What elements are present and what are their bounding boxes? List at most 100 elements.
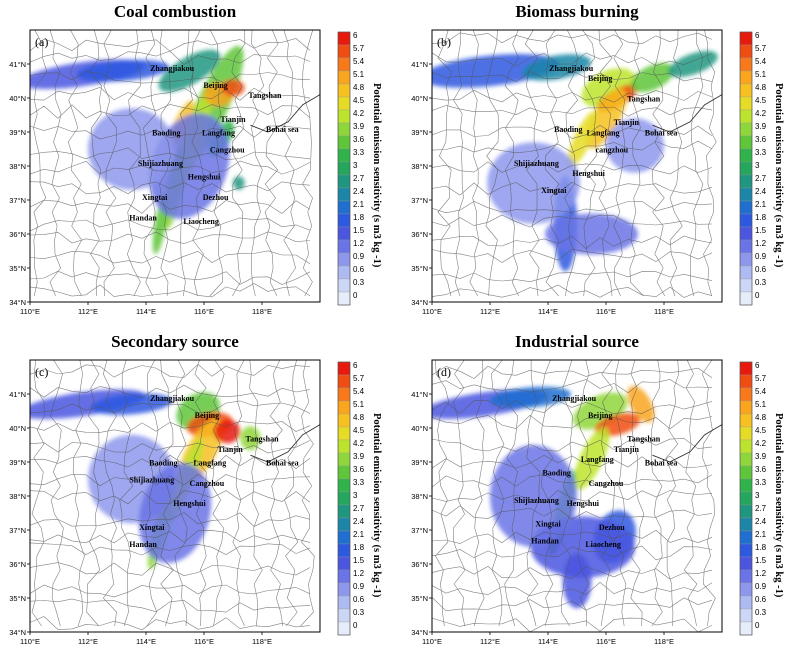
emission-plume xyxy=(573,427,610,490)
city-label: Tangshan xyxy=(627,94,661,103)
city-label: Baoding xyxy=(149,458,177,467)
boundary-line xyxy=(86,360,101,627)
boundary-line xyxy=(485,30,499,297)
city-label: Beijing xyxy=(588,411,612,420)
city-label: Handan xyxy=(129,213,157,222)
boundary-line xyxy=(432,32,713,45)
colorbar-swatch xyxy=(739,252,753,267)
colorbar-swatch xyxy=(739,504,753,519)
boundary-line xyxy=(526,360,541,627)
colorbar-tick-label: 3.9 xyxy=(353,122,365,131)
y-tick-label: 34°N xyxy=(9,628,26,637)
colorbar-tick-label: 0 xyxy=(353,621,358,630)
boundary-line xyxy=(102,360,117,627)
y-tick-label: 37°N xyxy=(411,526,428,535)
colorbar-tick-label: 1.8 xyxy=(353,543,365,552)
colorbar-tick-label: 2.1 xyxy=(755,200,767,209)
panel-title: Biomass burning xyxy=(515,2,639,21)
city-label: Langfang xyxy=(202,128,235,137)
colorbar-tick-label: 0.3 xyxy=(755,278,767,287)
colorbar-swatch xyxy=(739,291,753,306)
colorbar-swatch xyxy=(337,83,351,98)
boundary-line xyxy=(432,125,713,139)
city-label: Hengshui xyxy=(572,169,605,178)
colorbar-tick-label: 4.2 xyxy=(755,109,767,118)
boundary-line xyxy=(564,30,579,297)
colorbar-swatch xyxy=(337,174,351,189)
boundary-line xyxy=(33,30,48,297)
colorbar-swatch xyxy=(739,543,753,558)
colorbar-tick-label: 3.9 xyxy=(755,122,767,131)
colorbar-tick-label: 0.9 xyxy=(353,582,365,591)
city-label: Cangzhou xyxy=(589,479,624,488)
emission-plume xyxy=(490,386,572,409)
boundary-line xyxy=(432,140,713,154)
boundary-line xyxy=(211,360,225,627)
boundary-line xyxy=(432,505,713,520)
colorbar-tick-label: 0 xyxy=(755,291,760,300)
boundary-line xyxy=(432,70,713,82)
colorbar-tick-label: 1.8 xyxy=(353,213,365,222)
boundary-line xyxy=(30,542,311,556)
boundary-line xyxy=(174,360,188,627)
colorbar-swatch xyxy=(739,213,753,228)
boundary-line xyxy=(49,30,62,297)
boundary-line xyxy=(30,454,311,470)
colorbar-swatch xyxy=(739,265,753,280)
colorbar-tick-label: 3.3 xyxy=(353,148,365,157)
colorbar-tick-label: 1.8 xyxy=(755,543,767,552)
colorbar-tick-label: 2.4 xyxy=(755,187,767,196)
colorbar-tick-label: 0.9 xyxy=(353,252,365,261)
emission-plume xyxy=(585,88,627,149)
colorbar-tick-label: 3.3 xyxy=(755,478,767,487)
x-tick-label: 114°E xyxy=(136,637,156,646)
colorbar-tick-label: 3 xyxy=(353,161,358,170)
y-tick-label: 37°N xyxy=(9,526,26,535)
boundary-line xyxy=(119,360,134,627)
admin-boundaries xyxy=(30,30,313,298)
colorbar-tick-label: 5.1 xyxy=(353,400,365,409)
boundary-line xyxy=(30,199,311,214)
colorbar-tick-label: 3.3 xyxy=(755,148,767,157)
city-label: Handan xyxy=(129,540,157,549)
x-tick-label: 116°E xyxy=(194,307,214,316)
boundary-line xyxy=(560,360,573,627)
boundary-line xyxy=(30,598,311,613)
colorbar-tick-label: 2.7 xyxy=(755,174,767,183)
city-label: Xingtai xyxy=(139,523,165,532)
emission-plume xyxy=(490,445,577,547)
y-tick-label: 34°N xyxy=(9,298,26,307)
colorbar-tick-label: 5.4 xyxy=(353,57,365,66)
colorbar-tick-label: 4.2 xyxy=(755,439,767,448)
y-tick-label: 35°N xyxy=(9,594,26,603)
colorbar-tick-label: 0.9 xyxy=(755,252,767,261)
colorbar-swatch xyxy=(337,278,351,293)
colorbar-swatch xyxy=(337,556,351,571)
boundary-line xyxy=(432,365,713,379)
colorbar-swatch xyxy=(337,465,351,480)
colorbar-label: Potential emission sensitivity (s m3 kg … xyxy=(371,412,382,598)
colorbar-tick-label: 0 xyxy=(353,291,358,300)
colorbar-tick-label: 4.8 xyxy=(353,413,365,422)
colorbar-swatch xyxy=(337,148,351,163)
colorbar-swatch xyxy=(337,543,351,558)
colorbar-tick-label: 3.6 xyxy=(755,135,767,144)
boundary-line xyxy=(30,616,311,631)
boundary-line xyxy=(432,581,713,597)
colorbar-swatch xyxy=(739,96,753,111)
city-label: Dezhou xyxy=(203,193,229,202)
colorbar-tick-label: 6 xyxy=(353,361,358,370)
boundary-line xyxy=(159,360,174,627)
emission-plume xyxy=(668,50,718,78)
colorbar-tick-label: 5.4 xyxy=(755,387,767,396)
colorbar-swatch xyxy=(739,239,753,254)
boundary-line xyxy=(437,30,452,297)
boundary-line xyxy=(67,30,83,297)
panel-letter: (b) xyxy=(437,35,451,49)
boundary-line xyxy=(669,30,683,297)
colorbar-frame xyxy=(337,361,351,636)
colorbar-swatch xyxy=(337,226,351,241)
colorbar-label: Potential emission sensitivity (s m3 kg … xyxy=(371,82,382,268)
colorbar-tick-label: 3.6 xyxy=(755,465,767,474)
colorbar-swatch xyxy=(337,44,351,59)
